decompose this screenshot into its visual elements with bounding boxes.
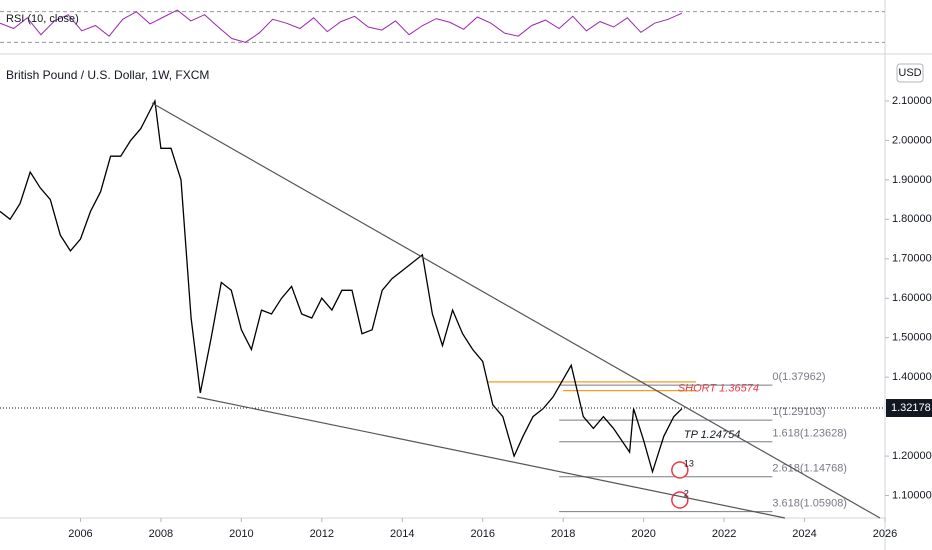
y-tick-label: 1.70000 xyxy=(892,253,932,265)
x-tick-label: 2018 xyxy=(551,528,575,540)
event-count: 2 xyxy=(684,488,689,498)
event-icon[interactable] xyxy=(671,461,689,479)
plot: 1.10000 1.20000 1.40000 1.50000 1.60000 1.700… xyxy=(0,9,932,540)
last-price-label: 1.32178 xyxy=(891,402,931,414)
trend-line xyxy=(151,102,881,519)
x-tick-label: 2014 xyxy=(390,528,414,540)
y-tick-label: 1.10000 xyxy=(892,489,932,501)
last-price-box xyxy=(886,399,932,418)
price-line xyxy=(0,98,683,475)
x-tick-label: 2022 xyxy=(712,528,736,540)
fib-label: 1.618(1.23628) xyxy=(772,428,847,440)
y-tick-label: 2.10000 xyxy=(892,95,932,107)
x-tick-label: 2012 xyxy=(310,528,334,540)
tp-label: TP 1.24754 xyxy=(684,429,740,441)
short-label: SHORT 1.36574 xyxy=(678,383,759,395)
currency-box[interactable] xyxy=(896,63,924,83)
y-tick-label: 2.00000 xyxy=(892,134,932,146)
y-tick-label: 1.80000 xyxy=(892,213,932,225)
x-tick-label: 2024 xyxy=(792,528,816,540)
y-tick-label: 1.60000 xyxy=(892,292,932,304)
x-tick-label: 2026 xyxy=(873,528,897,540)
x-tick-label: 2016 xyxy=(470,528,494,540)
x-tick-label: 2020 xyxy=(631,528,655,540)
rsi-line xyxy=(0,9,683,43)
chart-title: British Pound / U.S. Dollar, 1W, FXCM xyxy=(6,68,209,82)
x-tick-label: 2010 xyxy=(229,528,253,540)
trend-line xyxy=(196,396,786,519)
currency[interactable]: USD xyxy=(898,67,921,79)
rsi-label: RSI (10, close) xyxy=(6,13,79,25)
y-tick-label: 1.50000 xyxy=(892,332,932,344)
x-tick-label: 2006 xyxy=(68,528,92,540)
fib-label: 1(1.29103) xyxy=(772,406,825,418)
y-tick-label: 1.20000 xyxy=(892,450,932,462)
fib-label: 0(1.37962) xyxy=(772,371,825,383)
fib-label: 2.618(1.14768) xyxy=(772,463,847,475)
y-tick-label: 1.40000 xyxy=(892,371,932,383)
fib-label: 3.618(1.05908) xyxy=(772,498,847,510)
y-tick-label: 1.90000 xyxy=(892,174,932,186)
x-tick-label: 2008 xyxy=(149,528,173,540)
event-count: 13 xyxy=(684,458,694,468)
